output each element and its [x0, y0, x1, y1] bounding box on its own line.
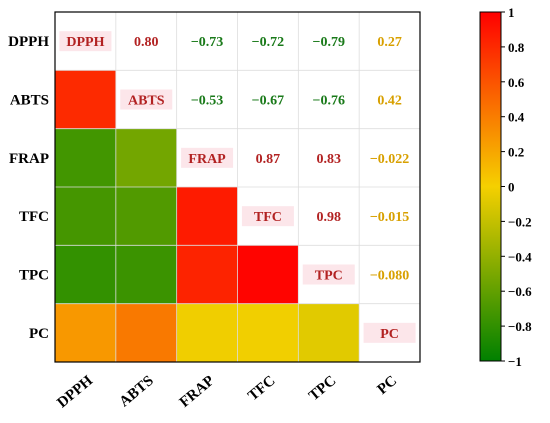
- y-tick-label: FRAP: [9, 151, 49, 167]
- x-axis-tick-labels: DPPH ABTS FRAP TFC TPC PC: [54, 373, 400, 412]
- y-tick-label: ABTS: [10, 93, 49, 109]
- diagonal-label: ABTS: [128, 94, 165, 109]
- diagonal-label-bg: [59, 31, 112, 52]
- correlation-value-label: 0.42: [377, 94, 402, 109]
- correlation-value-label: −0.73: [191, 35, 223, 50]
- x-tick-label: FRAP: [177, 373, 218, 411]
- colorbar-tick-label: 0.4: [508, 110, 525, 125]
- heatmap-cell: [237, 303, 299, 362]
- x-tick-label: ABTS: [117, 373, 157, 410]
- correlation-value-label: 0.87: [256, 152, 281, 167]
- diagonal-label-bg: [302, 264, 355, 285]
- heatmap-cell: [176, 187, 238, 246]
- y-tick-label: TPC: [19, 268, 49, 284]
- heatmap-cell: [55, 303, 116, 362]
- heatmap-cell: [115, 303, 177, 362]
- diagonal-label: TPC: [315, 269, 343, 284]
- diagonal-label: DPPH: [66, 35, 104, 50]
- diagonal-label-bg: [120, 89, 173, 110]
- heatmap-cell-labels: DPPH 0.80 −0.73 −0.72 −0.79 0.27 ABTS −0.53 −0.6…: [59, 31, 416, 343]
- correlation-value-label: −0.72: [252, 35, 284, 50]
- colorbar-tick-label: 0.6: [508, 75, 525, 90]
- heatmap-cell: [176, 245, 238, 304]
- correlation-value-label: 0.98: [317, 210, 342, 225]
- correlation-value-label: 0.83: [317, 152, 342, 167]
- correlation-value-label: −0.022: [370, 152, 409, 167]
- correlation-value-label: −0.015: [370, 210, 409, 225]
- heatmap-cell: [237, 245, 299, 304]
- colorbar-tick-label: 0.2: [508, 145, 524, 160]
- colorbar-tick-label: −0.4: [508, 249, 532, 264]
- heatmap-cells: [55, 70, 360, 362]
- x-tick-label: PC: [375, 373, 401, 398]
- heatmap-gridlines: [55, 12, 420, 362]
- colorbar-tick-label: −0.6: [508, 284, 532, 299]
- heatmap-cell: [115, 187, 177, 246]
- x-tick-label: TFC: [245, 373, 278, 405]
- correlation-value-label: −0.67: [252, 94, 284, 109]
- correlation-value-label: −0.79: [313, 35, 345, 50]
- diagonal-label-bg: [181, 147, 234, 168]
- diagonal-label: TFC: [254, 210, 282, 225]
- colorbar-tick-label: 0: [508, 180, 515, 195]
- y-tick-label: DPPH: [8, 34, 49, 50]
- correlation-value-label: −0.080: [370, 269, 409, 284]
- y-tick-label: PC: [29, 326, 49, 342]
- colorbar: 1 0.8 0.6 0.4 0.2 0 −0.2 −0.4 −0.6 −0.8 −1: [479, 5, 532, 369]
- colorbar-tick-label: 1: [508, 5, 515, 20]
- correlation-value-label: 0.27: [377, 35, 402, 50]
- x-tick-label: DPPH: [54, 373, 96, 412]
- heatmap-cell: [298, 303, 360, 362]
- heatmap-cell: [55, 187, 116, 246]
- y-tick-label: TFC: [19, 209, 49, 225]
- correlation-value-label: −0.76: [313, 94, 345, 109]
- heatmap-frame: [54, 11, 421, 363]
- diagonal-label: FRAP: [188, 152, 226, 167]
- colorbar-tick-label: −1: [508, 354, 522, 369]
- heatmap-cell: [115, 128, 177, 187]
- heatmap-cell: [55, 245, 116, 304]
- heatmap-cell: [176, 303, 238, 362]
- colorbar-tick-label: 0.8: [508, 40, 525, 55]
- colorbar-tick-label: −0.2: [508, 214, 532, 229]
- heatmap-cell: [55, 70, 116, 129]
- diagonal-label-bg: [363, 322, 416, 343]
- correlation-value-label: 0.80: [134, 35, 159, 50]
- colorbar-gradient: [479, 11, 502, 362]
- y-axis-tick-labels: DPPH ABTS FRAP TFC TPC PC: [8, 34, 49, 342]
- diagonal-label: PC: [380, 327, 399, 342]
- diagonal-label-bg: [241, 206, 294, 227]
- x-tick-label: TPC: [306, 373, 339, 405]
- heatmap-cell: [55, 128, 116, 187]
- heatmap-cell: [115, 245, 177, 304]
- correlation-value-label: −0.53: [191, 94, 223, 109]
- colorbar-tick-label: −0.8: [508, 319, 532, 334]
